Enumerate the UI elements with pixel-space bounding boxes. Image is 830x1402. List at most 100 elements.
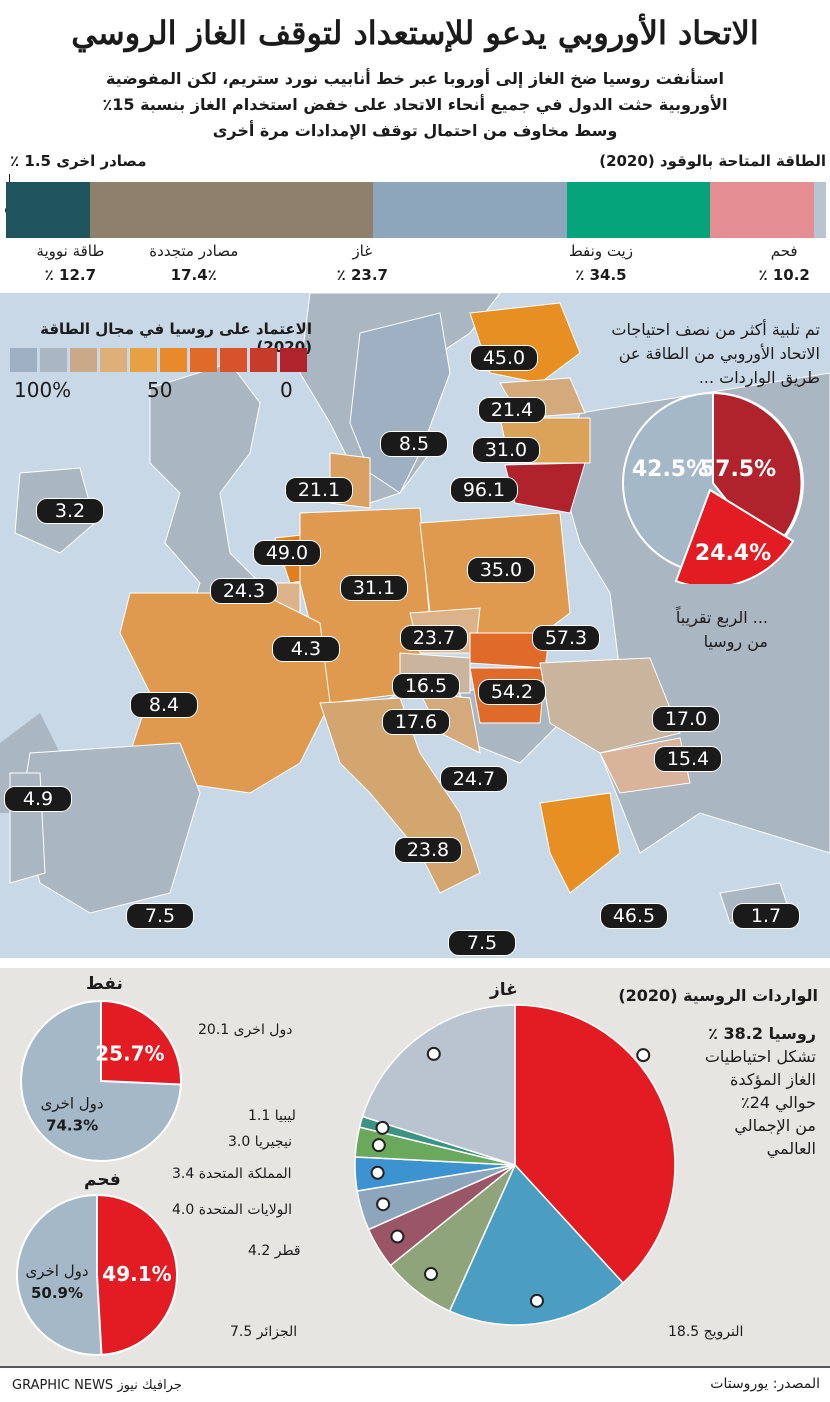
legend-tick-0: 0 <box>280 378 293 402</box>
quarter-note-line: ... الربع تقريباً <box>675 608 768 627</box>
energy-segment-5 <box>813 182 826 238</box>
energy-segment-2 <box>372 182 567 238</box>
russia-note-line: حوالي 24٪ <box>741 1093 816 1112</box>
country-value-label: 57.3 <box>532 625 600 651</box>
energy-heading: الطاقة المتاحة بالوقود (2020) <box>599 152 826 170</box>
legend-swatch <box>190 348 217 372</box>
gas-slice-label: المملكة المتحدة 3.4 <box>172 1166 292 1182</box>
gas-slice-label: النرويج 18.5 <box>668 1324 744 1340</box>
country-value-label: 31.0 <box>472 437 540 463</box>
gas-label-pointer <box>376 1197 391 1212</box>
energy-segment-name: فحم <box>770 242 798 260</box>
country-value-label: 35.0 <box>467 557 535 583</box>
russia-note-line: العالمي <box>766 1139 816 1158</box>
country-value-label: 8.5 <box>380 431 448 457</box>
country-value-label: 15.4 <box>654 746 722 772</box>
energy-segment-1 <box>89 182 373 238</box>
legend-swatch <box>160 348 187 372</box>
imports-pie-imports-label: 57.5% <box>700 457 776 482</box>
country-value-label: 49.0 <box>253 540 321 566</box>
imports-pie-russia <box>674 488 795 584</box>
gas-label-pointer <box>390 1229 405 1244</box>
country-value-label: 21.1 <box>285 477 353 503</box>
gas-slice-1 <box>448 1163 625 1326</box>
energy-segment-4 <box>709 182 814 238</box>
country-value-label: 31.1 <box>340 575 408 601</box>
legend-tick-50: 50 <box>147 378 173 402</box>
country-value-label: 54.2 <box>478 679 546 705</box>
oil-imports-pie: 25.7% دول اخرى 74.3% <box>20 999 182 1162</box>
gas-label-pointer <box>426 1046 441 1061</box>
gas-slice-label: الولايات المتحدة 4.0 <box>172 1202 293 1218</box>
legend-swatch <box>100 348 127 372</box>
imports-note: تم تلبية أكثر من نصف احتياجات الاتحاد ال… <box>611 318 820 390</box>
country-value-label: 1.7 <box>732 903 800 929</box>
energy-segment-name: غاز <box>352 242 373 260</box>
legend-swatch <box>220 348 247 372</box>
country-value-label: 4.9 <box>4 786 72 812</box>
gas-title: غاز <box>490 980 518 1000</box>
energy-segment-name: طاقة نووية <box>36 242 105 260</box>
gas-imports-pie <box>354 1004 676 1326</box>
energy-segment-3 <box>566 182 710 238</box>
gas-slice-8 <box>361 1004 516 1167</box>
footer-rule <box>0 1366 830 1368</box>
country-value-label: 17.0 <box>652 706 720 732</box>
country-value-label: 4.3 <box>272 636 340 662</box>
energy-segment-pct: 10.2 ٪ <box>758 266 810 284</box>
country-value-label: 96.1 <box>450 477 518 503</box>
legend-swatch <box>10 348 37 372</box>
oil-title: نفط <box>86 974 123 994</box>
energy-segment-pct: 34.5 ٪ <box>575 266 627 284</box>
oil-other-pct: 74.3% <box>46 1117 98 1135</box>
russia-reserves-note: روسيا 38.2 ٪ تشكل احتياطيات الغاز المؤكد… <box>705 1022 816 1160</box>
quarter-note: ... الربع تقريباً من روسيا <box>676 606 768 654</box>
energy-segment-name: مصادر متجددة <box>149 242 239 260</box>
coal-other-name: دول اخرى <box>25 1262 88 1280</box>
gas-label-pointer <box>375 1120 390 1135</box>
legend-swatch <box>250 348 277 372</box>
gas-label-pointer <box>529 1293 544 1308</box>
legend-swatch <box>40 348 67 372</box>
country-value-label: 46.5 <box>600 903 668 929</box>
imports-note-line: الاتحاد الأوروبي من الطاقة عن <box>618 344 820 363</box>
imports-note-line: تم تلبية أكثر من نصف احتياجات <box>611 320 820 339</box>
oil-russia-slice <box>100 999 182 1086</box>
energy-segment-0 <box>6 182 90 238</box>
legend-swatch <box>280 348 307 372</box>
country-value-label: 7.5 <box>448 930 516 956</box>
country-value-label: 8.4 <box>130 692 198 718</box>
country-value-label: 16.5 <box>392 673 460 699</box>
russia-note-title: روسيا 38.2 ٪ <box>708 1024 816 1043</box>
country-value-label: 17.6 <box>382 709 450 735</box>
gas-slice-label: قطر 4.2 <box>248 1243 301 1259</box>
subtitle-line-2: الأوروبية حثت الدول في جميع أنحاء الاتحا… <box>102 95 728 114</box>
country-value-label: 23.7 <box>400 625 468 651</box>
sweden <box>349 312 451 494</box>
energy-segment-pct: 17.4٪ <box>170 266 217 284</box>
energy-segment-pct: 12.7 ٪ <box>44 266 97 284</box>
coal-russia-label: 49.1% <box>102 1262 171 1286</box>
imports-pie-imports <box>712 391 803 555</box>
country-value-label: 21.4 <box>478 397 546 423</box>
russia-slice-pointer <box>636 1048 651 1063</box>
coal-other-pct: 50.9% <box>31 1284 83 1302</box>
subtitle-line-3: وسط مخاوف من احتمال توقف الإمدادات مرة أ… <box>212 121 618 140</box>
gas-label-pointer <box>370 1165 385 1180</box>
other-sources-label: مصادر اخرى 1.5 ٪ <box>10 152 147 170</box>
gas-slice-0 <box>514 1004 676 1285</box>
imports-pie-russia-label: 24.4% <box>695 541 771 566</box>
russia-note-line: من الإجمالي <box>734 1116 816 1135</box>
coal-title: فحم <box>84 1170 121 1190</box>
energy-segment-name: زيت ونفط <box>568 242 633 260</box>
imports-heading: الواردات الروسية (2020) <box>618 986 818 1005</box>
oil-russia-label: 25.7% <box>95 1041 164 1065</box>
gas-label-pointer <box>371 1138 386 1153</box>
country-value-label: 7.5 <box>126 903 194 929</box>
russia-note-line: الغاز المؤكدة <box>730 1070 816 1089</box>
energy-segment-pct: 23.7 ٪ <box>336 266 388 284</box>
greece <box>539 792 621 894</box>
legend-tick-100: 100% <box>14 378 72 402</box>
romania <box>539 657 681 754</box>
subtitle-line-1: استأنفت روسيا ضخ الغاز إلى أوروبا عبر خط… <box>105 69 725 88</box>
